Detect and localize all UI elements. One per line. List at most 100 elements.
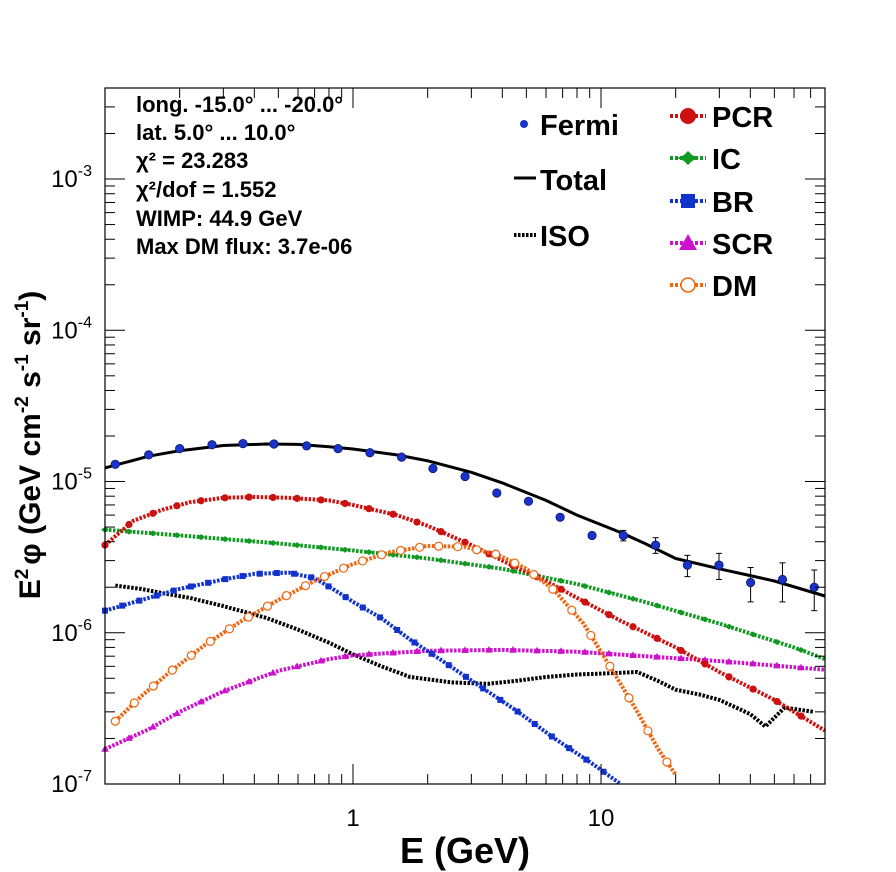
scr-marker <box>221 686 229 694</box>
ic-marker <box>149 530 157 537</box>
info-max-dm-flux: Max DM flux: 3.7e-06 <box>136 234 352 259</box>
y-label-e: E <box>14 579 47 599</box>
pcr-marker <box>413 518 421 526</box>
fermi-point <box>365 448 375 458</box>
ic-marker <box>557 577 565 584</box>
scr-marker <box>677 654 685 662</box>
dm-marker <box>281 591 292 601</box>
dm-marker <box>262 601 273 611</box>
pcr-marker <box>677 646 685 655</box>
scr-marker <box>317 656 325 664</box>
ic-marker <box>485 563 493 570</box>
fermi-point <box>682 560 693 570</box>
pcr-marker <box>725 673 733 681</box>
scr-marker <box>197 697 205 705</box>
scr-marker <box>629 651 637 659</box>
br-marker <box>411 639 418 646</box>
x-tick-label: 1 <box>346 805 359 832</box>
ic-marker <box>581 583 589 590</box>
ic-marker <box>773 638 781 645</box>
dm-marker <box>186 650 196 660</box>
legend-left: Fermi Total ISO <box>514 110 619 253</box>
br-marker <box>394 627 401 634</box>
y-tick-label: 10-4 <box>51 314 92 344</box>
ic-marker <box>509 567 517 574</box>
fermi-point <box>302 441 312 451</box>
fermi-point <box>492 488 502 498</box>
dm-marker <box>357 556 368 566</box>
scr-marker <box>413 647 421 655</box>
legend-ic-label: IC <box>712 144 741 176</box>
dm-marker <box>643 726 653 736</box>
pcr-marker <box>605 611 613 619</box>
dm-marker <box>472 545 482 555</box>
pcr-marker <box>773 697 781 706</box>
pcr-marker <box>245 493 253 501</box>
scr-marker <box>485 646 493 653</box>
y-label-phi: φ (GeV cm <box>14 413 47 565</box>
legend-iso-label: ISO <box>540 221 590 253</box>
ic-marker <box>341 546 349 553</box>
dm-marker <box>129 698 139 708</box>
pcr-marker <box>701 660 709 668</box>
br-marker <box>428 650 435 657</box>
ic-marker <box>293 542 301 549</box>
br-marker <box>325 583 332 590</box>
series-line-br <box>104 570 622 786</box>
series-iso <box>115 583 814 729</box>
br-marker <box>153 592 160 599</box>
scr-marker <box>725 657 733 665</box>
pcr-marker <box>197 497 205 505</box>
dm-marker <box>243 612 254 622</box>
pcr-marker <box>341 499 349 508</box>
series-line-total <box>104 442 826 598</box>
scr-marker <box>461 646 469 653</box>
br-marker <box>548 733 555 740</box>
br-marker <box>256 570 263 577</box>
ic-marker <box>365 549 373 556</box>
br-marker <box>566 745 573 752</box>
dm-marker <box>338 563 349 573</box>
y-tick-label: 10-7 <box>51 768 92 798</box>
dm-marker <box>567 605 577 615</box>
fermi-point <box>587 530 597 541</box>
pcr-marker <box>149 509 157 517</box>
fermi-point <box>110 459 120 469</box>
y-tick-label: 10-3 <box>51 163 92 193</box>
fermi-point <box>175 444 185 454</box>
br-marker <box>600 768 607 775</box>
ic-marker <box>221 536 229 543</box>
scr-marker <box>773 661 781 669</box>
scr-marker <box>245 677 253 685</box>
dm-marker <box>319 571 330 582</box>
fermi-point <box>207 440 217 450</box>
scr-marker <box>365 650 373 657</box>
br-marker <box>480 685 487 692</box>
br-marker <box>273 570 280 577</box>
pcr-marker <box>389 510 397 518</box>
legend-scr-marker <box>679 234 697 250</box>
dm-marker <box>434 541 444 551</box>
dm-marker <box>548 584 558 594</box>
pcr-marker <box>269 493 277 502</box>
x-tick-label: 10 <box>588 805 615 832</box>
ic-marker <box>725 623 733 630</box>
series-layer <box>101 439 827 786</box>
dm-marker <box>453 542 463 552</box>
ic-marker <box>797 647 805 654</box>
br-marker <box>462 673 469 680</box>
dm-marker <box>167 665 177 675</box>
br-marker <box>205 579 212 586</box>
dm-marker <box>510 558 520 568</box>
fermi-point <box>396 452 407 462</box>
legend-pcr-label: PCR <box>712 102 773 134</box>
fermi-point <box>777 574 788 585</box>
pcr-marker <box>437 528 445 536</box>
info-chi2-dof: χ²/dof = 1.552 <box>136 177 276 202</box>
pcr-marker <box>125 520 133 529</box>
series-line-pcr <box>103 495 827 733</box>
scr-marker <box>509 646 517 653</box>
br-marker <box>531 721 538 728</box>
pcr-marker <box>365 505 373 513</box>
